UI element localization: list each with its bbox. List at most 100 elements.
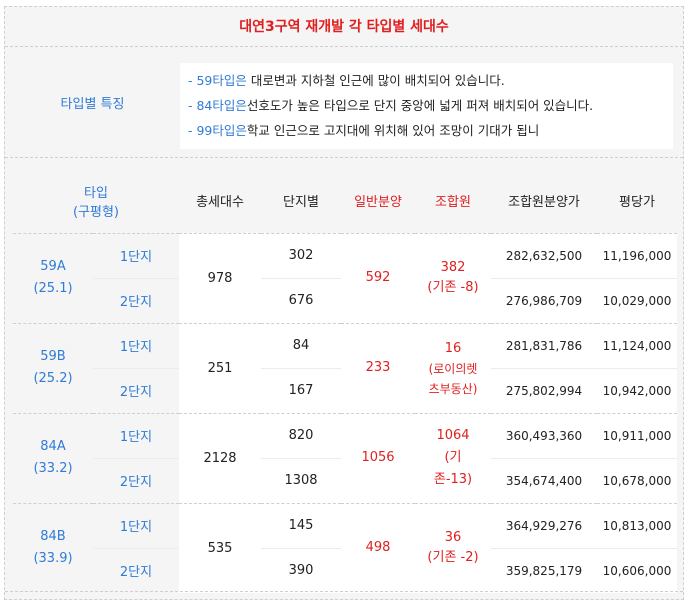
total-cell: 978 — [179, 232, 261, 323]
union-count: 16 — [444, 340, 462, 356]
count-cell: 302 — [261, 232, 341, 278]
table-row: 2단지 676 276,986,709 10,029,000 — [13, 277, 677, 323]
danji-cell: 2단지 — [93, 457, 179, 503]
general-sale-cell: 498 — [341, 502, 415, 593]
feature-text-99: 학교 인근으로 고지대에 위치해 있어 조망이 기대가 됩니 — [246, 123, 540, 138]
features-label: 타입별 특징 — [60, 96, 125, 112]
union-note: (기존 -2) — [427, 550, 479, 566]
table-row: 2단지 1308 354,674,400 10,678,000 — [13, 457, 677, 503]
general-sale-cell: 592 — [341, 232, 415, 323]
type-cell: 59B (25.2) — [13, 322, 93, 413]
type-name: 84A — [40, 439, 66, 454]
type-cell: 84A (33.2) — [13, 412, 93, 503]
features-separator — [5, 157, 683, 158]
price-cell: 360,493,360 — [491, 412, 597, 458]
price-cell: 281,831,786 — [491, 322, 597, 368]
feature-line-59: - 59타입은 대로변과 지하철 인근에 많이 배치되어 있습니다. — [188, 68, 665, 93]
type-cell: 84B (33.9) — [13, 502, 93, 593]
union-note: (로이의렛 — [428, 361, 478, 376]
count-cell: 390 — [261, 547, 341, 593]
union-count: 1064 — [436, 428, 470, 443]
danji-cell: 2단지 — [93, 277, 179, 323]
union-count: 36 — [444, 530, 462, 546]
danji-cell: 1단지 — [93, 502, 179, 548]
price-cell: 282,632,500 — [491, 232, 597, 278]
total-cell: 251 — [179, 322, 261, 413]
header-total: 총세대수 — [179, 169, 261, 233]
table-header-row: 타입 (구평형) 총세대수 단지별 일반분양 조합원 조합원분양가 평당가 — [13, 169, 677, 233]
union-count: 382 — [440, 260, 466, 275]
type-old: (33.2) — [33, 461, 73, 476]
table-row: 84A (33.2) 1단지 2128 820 1056 1064 (기 존-13) … — [13, 412, 677, 503]
table-row: 59A (25.1) 1단지 978 302 592 382 (기존 -8) 282… — [13, 232, 677, 323]
general-sale-cell: 1056 — [341, 412, 415, 503]
union-note-2: 츠부동산) — [428, 381, 478, 396]
header-type-label: 타입 — [84, 185, 108, 201]
count-cell: 145 — [261, 502, 341, 548]
union-cell: 36 (기존 -2) — [415, 502, 491, 593]
union-note-2: 존-13) — [433, 472, 473, 487]
pyeong-cell: 10,911,000 — [597, 412, 677, 458]
table-row: 2단지 167 275,802,994 10,942,000 — [13, 367, 677, 413]
count-cell: 676 — [261, 277, 341, 323]
count-cell: 84 — [261, 322, 341, 368]
table-row: 2단지 390 359,825,179 10,606,000 — [13, 547, 677, 593]
price-cell: 276,986,709 — [491, 277, 597, 323]
header-per-pyeong: 평당가 — [597, 169, 677, 233]
feature-type-84: - 84타입은 — [188, 98, 247, 113]
price-cell: 354,674,400 — [491, 457, 597, 503]
table-row: 84B (33.9) 1단지 535 145 498 36 (기존 -2) 364,… — [13, 502, 677, 593]
type-name: 84B — [40, 529, 66, 545]
union-cell: 382 (기존 -8) — [415, 232, 491, 323]
type-old: (25.2) — [33, 371, 73, 386]
type-name: 59A — [40, 259, 66, 274]
danji-cell: 1단지 — [93, 322, 179, 368]
header-type: 타입 (구평형) — [13, 169, 179, 233]
danji-cell: 1단지 — [93, 232, 179, 278]
pyeong-cell: 10,029,000 — [597, 277, 677, 323]
feature-text-84: 선호도가 높은 타입으로 단지 중앙에 넓게 퍼져 배치되어 있습니다. — [246, 98, 594, 113]
feature-type-59: - 59타입은 — [188, 73, 247, 88]
feature-text-59: 대로변과 지하철 인근에 많이 배치되어 있습니다. — [246, 73, 505, 88]
feature-type-99: - 99타입은 — [188, 123, 247, 138]
danji-cell: 2단지 — [93, 547, 179, 593]
header-general-sale: 일반분양 — [341, 169, 415, 233]
count-cell: 1308 — [261, 457, 341, 503]
pyeong-cell: 10,813,000 — [597, 502, 677, 548]
price-cell: 275,802,994 — [491, 367, 597, 413]
count-cell: 167 — [261, 367, 341, 413]
feature-line-84: - 84타입은선호도가 높은 타입으로 단지 중앙에 넓게 퍼져 배치되어 있습… — [188, 93, 665, 118]
pyeong-cell: 11,124,000 — [597, 322, 677, 368]
price-cell: 359,825,179 — [491, 547, 597, 593]
type-old: (33.9) — [33, 551, 73, 567]
total-cell: 2128 — [179, 412, 261, 503]
content-frame: 대연3구역 재개발 각 타입별 세대수 타입별 특징 - 59타입은 대로변과 … — [4, 6, 684, 600]
units-table: 타입 (구평형) 총세대수 단지별 일반분양 조합원 조합원분양가 평당가 59A… — [13, 169, 677, 593]
danji-cell: 1단지 — [93, 412, 179, 458]
header-type-old-label: (구평형) — [72, 204, 120, 220]
features-box: - 59타입은 대로변과 지하철 인근에 많이 배치되어 있습니다. - 84타… — [180, 63, 673, 149]
bottom-separator — [5, 591, 683, 592]
page-title: 대연3구역 재개발 각 타입별 세대수 — [5, 7, 683, 47]
pyeong-cell: 11,196,000 — [597, 232, 677, 278]
header-union-price: 조합원분양가 — [491, 169, 597, 233]
pyeong-cell: 10,606,000 — [597, 547, 677, 593]
general-sale-cell: 233 — [341, 322, 415, 413]
type-old: (25.1) — [33, 281, 73, 296]
union-note: (기존 -8) — [427, 280, 479, 295]
header-union: 조합원 — [415, 169, 491, 233]
price-cell: 364,929,276 — [491, 502, 597, 548]
header-per-complex: 단지별 — [261, 169, 341, 233]
count-cell: 820 — [261, 412, 341, 458]
type-cell: 59A (25.1) — [13, 232, 93, 323]
pyeong-cell: 10,678,000 — [597, 457, 677, 503]
pyeong-cell: 10,942,000 — [597, 367, 677, 413]
danji-cell: 2단지 — [93, 367, 179, 413]
type-name: 59B — [40, 349, 66, 364]
union-note: (기 — [444, 450, 462, 465]
total-cell: 535 — [179, 502, 261, 593]
feature-line-99: - 99타입은학교 인근으로 고지대에 위치해 있어 조망이 기대가 됩니 — [188, 118, 665, 143]
